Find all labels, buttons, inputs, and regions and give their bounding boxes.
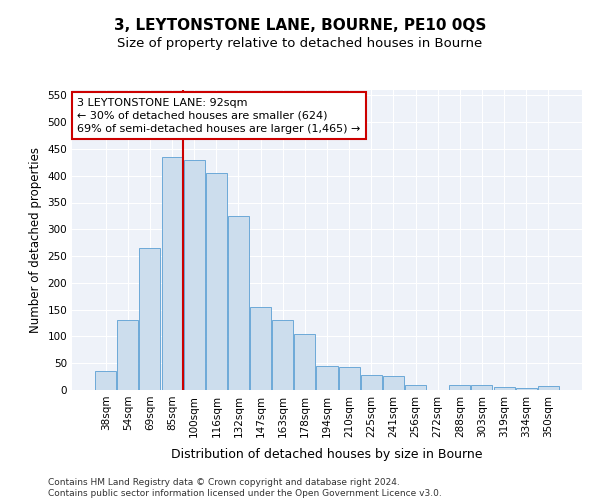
Bar: [515, 388, 536, 390]
Bar: [95, 371, 116, 390]
Bar: [161, 157, 182, 390]
X-axis label: Distribution of detached houses by size in Bourne: Distribution of detached houses by size …: [171, 448, 483, 461]
Bar: [538, 386, 559, 390]
Bar: [228, 216, 249, 390]
Bar: [272, 320, 293, 390]
Y-axis label: Number of detached properties: Number of detached properties: [29, 147, 42, 333]
Bar: [472, 384, 493, 390]
Bar: [316, 366, 338, 390]
Bar: [139, 248, 160, 390]
Bar: [295, 334, 316, 390]
Text: Contains HM Land Registry data © Crown copyright and database right 2024.
Contai: Contains HM Land Registry data © Crown c…: [48, 478, 442, 498]
Bar: [449, 384, 470, 390]
Bar: [118, 320, 139, 390]
Text: 3 LEYTONSTONE LANE: 92sqm
← 30% of detached houses are smaller (624)
69% of semi: 3 LEYTONSTONE LANE: 92sqm ← 30% of detac…: [77, 98, 361, 134]
Bar: [184, 160, 205, 390]
Text: 3, LEYTONSTONE LANE, BOURNE, PE10 0QS: 3, LEYTONSTONE LANE, BOURNE, PE10 0QS: [114, 18, 486, 32]
Bar: [383, 376, 404, 390]
Bar: [338, 367, 359, 390]
Bar: [206, 173, 227, 390]
Bar: [361, 375, 382, 390]
Bar: [405, 384, 426, 390]
Bar: [250, 307, 271, 390]
Bar: [494, 388, 515, 390]
Text: Size of property relative to detached houses in Bourne: Size of property relative to detached ho…: [118, 38, 482, 51]
